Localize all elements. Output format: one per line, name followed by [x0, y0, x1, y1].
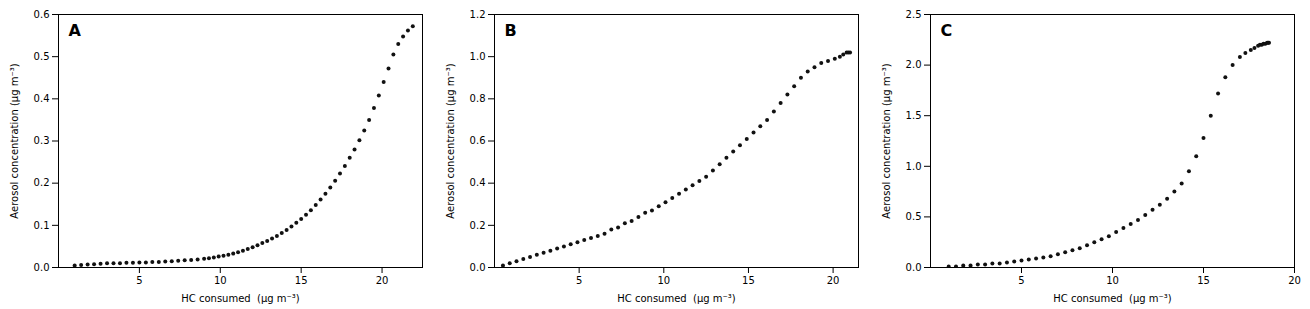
svg-text:HC consumed (μg m⁻³): HC consumed (μg m⁻³)	[1053, 293, 1172, 304]
svg-text:10: 10	[657, 275, 670, 286]
svg-text:0.5: 0.5	[906, 211, 922, 222]
svg-text:0.4: 0.4	[34, 93, 50, 104]
svg-text:10: 10	[1106, 275, 1119, 286]
svg-text:2.0: 2.0	[906, 59, 922, 70]
svg-text:Aerosol concentration (μg m⁻³): Aerosol concentration (μg m⁻³)	[881, 63, 892, 218]
svg-text:5: 5	[1018, 275, 1024, 286]
svg-text:20: 20	[376, 275, 389, 286]
svg-text:20: 20	[827, 275, 840, 286]
svg-text:5: 5	[576, 275, 582, 286]
svg-text:1.2: 1.2	[470, 9, 486, 20]
svg-text:15: 15	[1197, 275, 1210, 286]
svg-text:0.5: 0.5	[34, 51, 50, 62]
svg-text:20: 20	[1288, 275, 1301, 286]
svg-text:1.0: 1.0	[906, 161, 922, 172]
svg-text:10: 10	[214, 275, 227, 286]
svg-text:0.0: 0.0	[34, 262, 50, 273]
svg-text:5: 5	[136, 275, 142, 286]
svg-text:1.5: 1.5	[906, 110, 922, 121]
svg-text:15: 15	[742, 275, 755, 286]
svg-text:0.4: 0.4	[470, 177, 486, 188]
svg-text:0.0: 0.0	[906, 262, 922, 273]
svg-text:0.0: 0.0	[470, 262, 486, 273]
svg-text:0.6: 0.6	[470, 135, 486, 146]
svg-text:2.5: 2.5	[906, 9, 922, 20]
svg-text:Aerosol concentration (μg m⁻³): Aerosol concentration (μg m⁻³)	[9, 63, 20, 218]
svg-text:B: B	[505, 21, 517, 40]
svg-text:0.8: 0.8	[470, 93, 486, 104]
svg-text:A: A	[69, 21, 82, 40]
svg-text:1.0: 1.0	[470, 51, 486, 62]
svg-text:HC consumed (μg m⁻³): HC consumed (μg m⁻³)	[617, 293, 736, 304]
svg-text:Aerosol concentration (μg m⁻³): Aerosol concentration (μg m⁻³)	[445, 63, 456, 218]
svg-text:15: 15	[295, 275, 308, 286]
svg-text:0.2: 0.2	[34, 177, 50, 188]
svg-text:0.6: 0.6	[34, 9, 50, 20]
svg-text:0.1: 0.1	[34, 220, 50, 231]
svg-text:C: C	[941, 21, 953, 40]
svg-text:0.3: 0.3	[34, 135, 50, 146]
svg-text:HC consumed (μg m⁻³): HC consumed (μg m⁻³)	[181, 293, 300, 304]
svg-text:0.2: 0.2	[470, 220, 486, 231]
